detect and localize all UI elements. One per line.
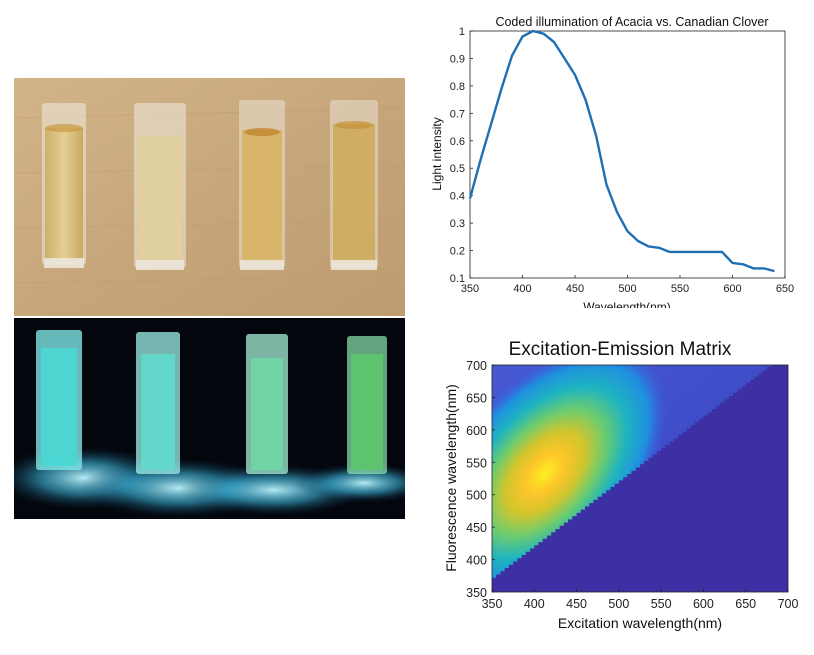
cuvette — [330, 100, 378, 270]
y-tick-label: 600 — [466, 424, 487, 438]
y-tick-label: 500 — [466, 489, 487, 503]
light-intensity-line-chart: Coded illumination of Acacia vs. Canadia… — [430, 15, 794, 308]
cuvette — [134, 103, 186, 270]
y-axis-label: Fluorescence wavelength(nm) — [443, 384, 459, 572]
x-tick-label: 650 — [776, 283, 794, 295]
cuvette — [347, 336, 387, 474]
y-tick-label: 0.7 — [450, 108, 465, 120]
y-tick-label: 0.9 — [450, 53, 465, 65]
chart-title: Coded illumination of Acacia vs. Canadia… — [495, 15, 768, 29]
y-tick-label: 0.5 — [450, 163, 465, 175]
cuvettes-daylight-photo — [14, 78, 405, 316]
cuvette — [239, 100, 285, 270]
y-tick-label: 0.6 — [450, 136, 465, 148]
x-tick-label: 350 — [482, 597, 503, 611]
x-tick-label: 550 — [651, 597, 672, 611]
y-tick-label: 450 — [466, 521, 487, 535]
cuvette — [36, 330, 82, 470]
y-tick-label: 550 — [466, 456, 487, 470]
x-axis-label: Excitation wavelength(nm) — [558, 615, 722, 631]
y-tick-label: 0.2 — [450, 246, 465, 258]
cuvettes-fluorescence-photo — [14, 318, 405, 519]
x-tick-label: 400 — [513, 283, 531, 295]
masked-region — [492, 365, 788, 592]
y-tick-label: 0.1 — [450, 273, 465, 285]
y-tick-label: 700 — [466, 359, 487, 373]
x-tick-label: 500 — [608, 597, 629, 611]
series-line — [468, 29, 775, 273]
heatmap-cells — [492, 365, 788, 592]
y-tick-label: 0.4 — [450, 191, 465, 203]
cuvette — [246, 334, 288, 474]
x-tick-label: 350 — [461, 283, 479, 295]
x-tick-label: 600 — [723, 283, 741, 295]
x-tick-label: 450 — [566, 597, 587, 611]
x-tick-label: 700 — [778, 597, 799, 611]
x-axis-label: Wavelength(nm) — [583, 300, 671, 308]
x-tick-label: 550 — [671, 283, 689, 295]
plot-area — [491, 364, 789, 593]
y-tick-label: 650 — [466, 391, 487, 405]
cuvette — [136, 332, 180, 474]
y-axis-label: Light intensity — [430, 117, 444, 190]
y-tick-label: 0.3 — [450, 218, 465, 230]
plot-area — [469, 30, 786, 279]
y-tick-label: 0.8 — [450, 81, 465, 93]
x-tick-label: 450 — [566, 283, 584, 295]
chart-title: Excitation-Emission Matrix — [509, 339, 732, 360]
x-tick-label: 500 — [618, 283, 636, 295]
x-tick-label: 650 — [735, 597, 756, 611]
y-tick-label: 1 — [459, 26, 465, 38]
x-tick-label: 400 — [524, 597, 545, 611]
excitation-emission-heatmap: Excitation-Emission Matrix 350 400 450 500 5… — [443, 339, 799, 631]
cuvette — [42, 103, 86, 268]
y-tick-label: 350 — [466, 586, 487, 600]
y-tick-label: 400 — [466, 554, 487, 568]
x-tick-label: 600 — [693, 597, 714, 611]
